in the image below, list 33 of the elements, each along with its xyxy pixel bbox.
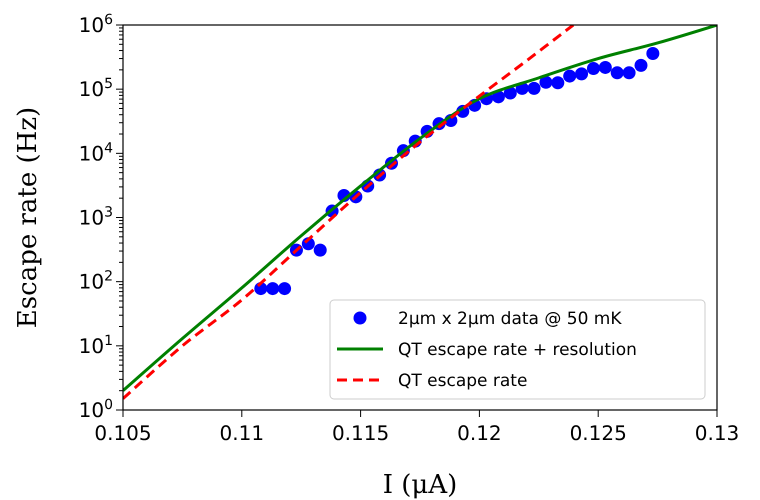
y-tick-label: 10$^{2}$ [78,268,113,294]
legend-label: QT escape rate + resolution [398,340,637,360]
legend-label: QT escape rate [398,371,528,391]
x-tick-label: 0.13 [694,421,740,445]
line-series [123,25,717,392]
x-axis-title: I (μA) [382,470,458,500]
point [539,76,552,89]
x-tick-label: 0.105 [94,421,152,445]
x-tick-label: 0.12 [457,421,502,445]
point [598,60,612,74]
y-axis-title: Escape rate (Hz) [13,106,43,328]
y-tick-label: 10$^{4}$ [78,140,114,166]
point [528,82,541,95]
point [563,70,576,83]
point [646,46,660,60]
point [278,282,292,296]
x-tick-label: 0.11 [220,421,264,445]
point [314,244,327,257]
point [610,66,624,80]
point [575,67,588,80]
y-tick-label: 10$^{6}$ [78,12,114,37]
point [634,58,648,72]
legend-label: 2µm x 2µm data @ 50 mK [398,309,622,329]
point [586,62,600,75]
point [551,76,564,90]
point [266,282,280,296]
y-tick-label: 10$^{1}$ [78,332,113,358]
point [622,66,636,80]
y-tick-label: 10$^{5}$ [78,76,113,102]
y-tick-label: 10$^{0}$ [78,397,113,422]
x-tick-label: 0.125 [570,421,627,445]
x-tick-label: 0.115 [332,421,390,445]
y-tick-label: 10$^{3}$ [78,204,113,230]
